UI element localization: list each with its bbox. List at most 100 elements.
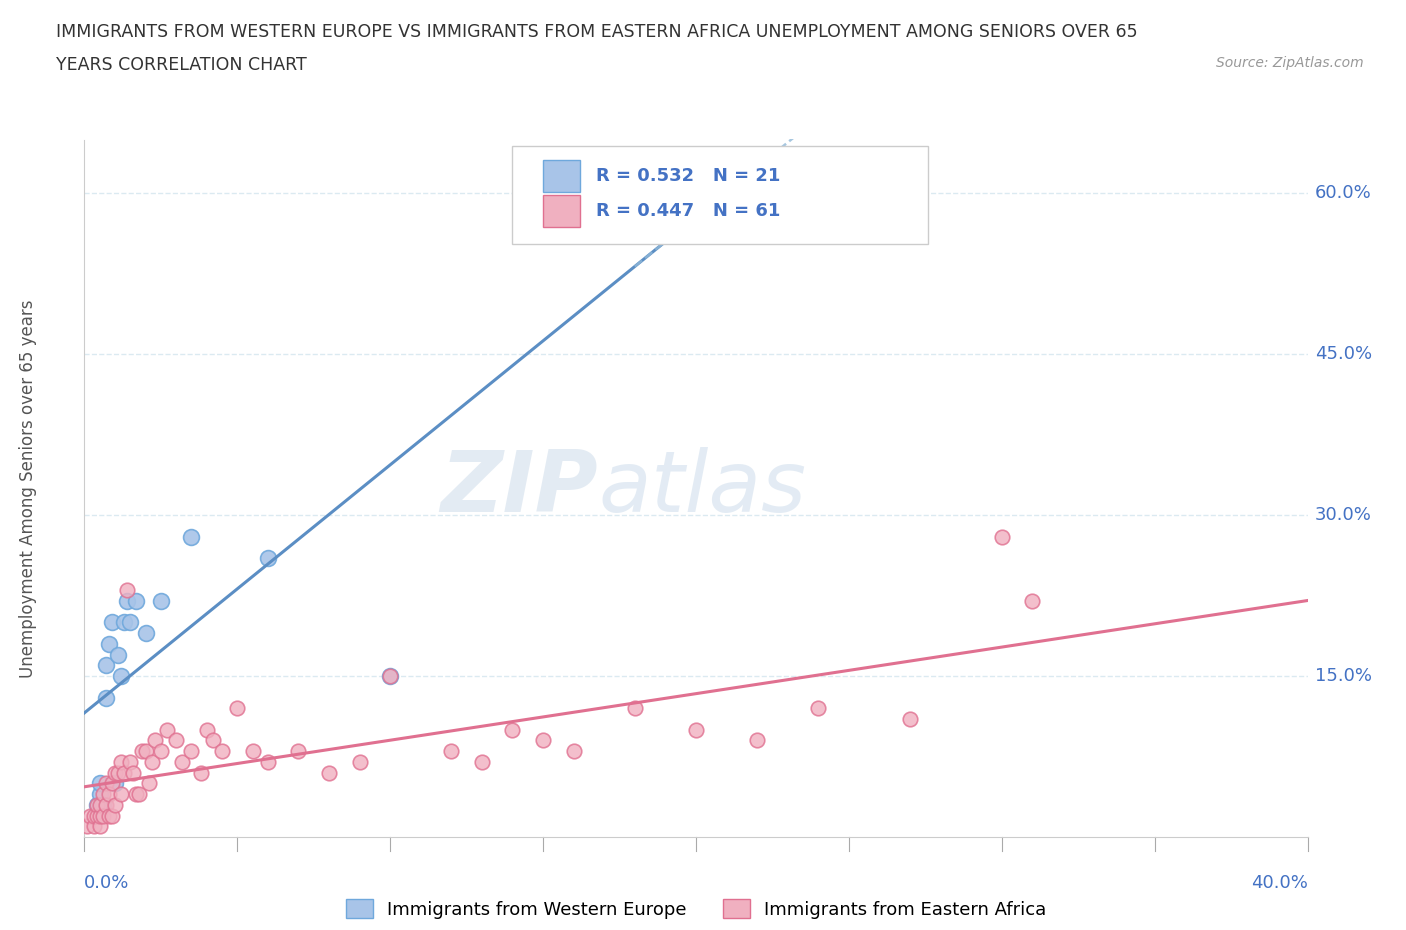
Point [110,754,132,769]
Point [180,529,202,544]
Point [89,787,111,802]
Point [141,754,163,769]
Point [898,711,921,726]
Point [94,776,117,790]
Point [91,808,114,823]
Point [115,583,138,598]
Point [104,765,127,780]
Point [120,754,142,769]
Point [807,701,830,716]
Point [685,723,707,737]
Point [190,765,212,780]
Point [122,765,145,780]
Point [318,765,340,780]
Point [149,744,172,759]
Point [135,626,157,641]
Point [125,593,148,608]
Point [991,529,1014,544]
Point [94,658,117,672]
Point [91,797,114,812]
Point [562,744,585,759]
Text: 30.0%: 30.0% [1315,506,1371,525]
Point [110,787,132,802]
Point [1021,593,1043,608]
Point [112,765,135,780]
Point [101,808,124,823]
Point [380,669,402,684]
Point [86,797,108,812]
Point [83,808,105,823]
Point [89,776,111,790]
Text: 0.0%: 0.0% [84,874,129,892]
Point [97,636,120,651]
Point [97,808,120,823]
Text: 60.0%: 60.0% [1315,184,1371,202]
Text: Source: ZipAtlas.com: Source: ZipAtlas.com [1216,56,1364,70]
Point [89,797,111,812]
Text: 45.0%: 45.0% [1315,345,1372,363]
Point [349,754,371,769]
Point [172,754,194,769]
FancyBboxPatch shape [543,195,579,227]
Text: ZIP: ZIP [440,446,598,530]
Point [624,701,647,716]
Point [195,723,218,737]
Point [257,551,280,565]
Point [131,744,153,759]
Point [101,776,124,790]
Text: 15.0%: 15.0% [1315,667,1372,685]
Point [471,754,494,769]
Point [531,733,554,748]
Point [101,615,124,630]
Point [257,754,280,769]
Point [201,733,224,748]
Point [165,733,187,748]
Point [138,776,160,790]
Point [112,615,135,630]
Text: 40.0%: 40.0% [1251,874,1308,892]
Point [94,797,117,812]
Point [107,765,129,780]
Point [156,723,179,737]
Point [380,669,402,684]
Point [502,723,524,737]
Point [180,744,202,759]
Point [76,818,98,833]
Point [211,744,233,759]
Point [135,744,157,759]
Point [94,690,117,705]
Point [226,701,249,716]
Point [287,744,309,759]
Point [242,744,264,759]
Legend: Immigrants from Western Europe, Immigrants from Eastern Africa: Immigrants from Western Europe, Immigran… [346,899,1046,919]
Point [86,808,108,823]
Point [149,593,172,608]
Point [89,818,111,833]
Point [107,647,129,662]
Text: IMMIGRANTS FROM WESTERN EUROPE VS IMMIGRANTS FROM EASTERN AFRICA UNEMPLOYMENT AM: IMMIGRANTS FROM WESTERN EUROPE VS IMMIGR… [56,23,1137,41]
Point [125,787,148,802]
Text: atlas: atlas [598,446,806,530]
Point [97,787,120,802]
Text: R = 0.532   N = 21: R = 0.532 N = 21 [596,167,780,185]
Point [440,744,463,759]
Point [624,186,647,201]
Point [91,787,114,802]
Text: R = 0.447   N = 61: R = 0.447 N = 61 [596,202,780,220]
Point [89,808,111,823]
Point [128,787,150,802]
Text: Unemployment Among Seniors over 65 years: Unemployment Among Seniors over 65 years [20,299,37,677]
Point [143,733,166,748]
Point [747,733,769,748]
Point [115,593,138,608]
Point [104,776,127,790]
Text: YEARS CORRELATION CHART: YEARS CORRELATION CHART [56,56,307,73]
Point [79,808,101,823]
Point [86,797,108,812]
Point [104,797,127,812]
Point [110,669,132,684]
Point [120,615,142,630]
FancyBboxPatch shape [512,147,928,245]
FancyBboxPatch shape [543,160,579,192]
Point [83,818,105,833]
